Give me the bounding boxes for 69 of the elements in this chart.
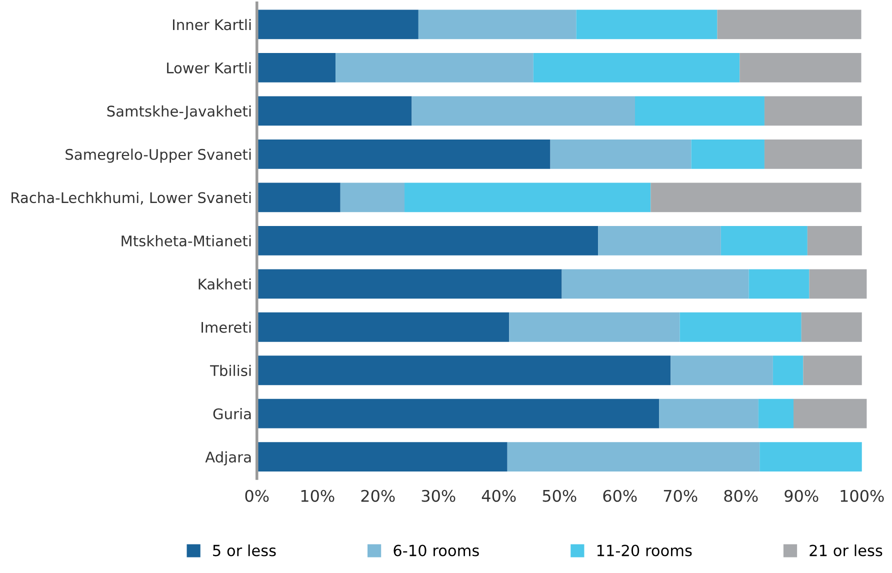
y-tick-label: Mtskheta-Mtianeti <box>122 235 251 246</box>
bar <box>533 53 740 82</box>
bar <box>256 398 660 428</box>
x-tick-label: 0% <box>245 490 269 502</box>
bar <box>256 10 418 40</box>
bar <box>340 182 405 212</box>
y-tick-label: Samegrelo-Upper Svaneti <box>66 148 251 163</box>
bar <box>256 182 340 212</box>
bar <box>635 96 764 126</box>
x-tick-label: 80% <box>724 490 758 502</box>
x-tick-label: 100% <box>840 490 884 502</box>
bar <box>803 356 862 386</box>
bar <box>650 182 862 212</box>
x-tick-label: 90% <box>784 490 818 502</box>
legend-label: 11-20 rooms <box>597 544 692 556</box>
bar <box>720 226 808 256</box>
bar <box>772 356 804 386</box>
bar <box>562 269 749 299</box>
legend-label: 5 or less <box>213 544 276 556</box>
bar <box>412 96 635 126</box>
y-tick-label: Adjara <box>205 451 251 466</box>
bar <box>740 53 862 82</box>
y-tick-label: Lower Kartli <box>167 62 251 74</box>
bar <box>758 398 794 428</box>
y-tick-label: Inner Kartli <box>173 18 251 30</box>
x-tick-label: 30% <box>422 490 456 502</box>
bar <box>256 53 336 82</box>
bar <box>507 442 760 472</box>
bar <box>576 10 718 40</box>
bar <box>794 398 867 428</box>
bar <box>659 398 758 428</box>
bar <box>256 356 671 386</box>
bar <box>807 226 862 256</box>
y-tick-label: Kakheti <box>198 278 251 290</box>
legend-label: 6-10 rooms <box>394 544 479 556</box>
bar <box>404 182 651 212</box>
bar <box>670 356 773 386</box>
bar <box>809 269 867 299</box>
bar <box>256 226 598 256</box>
bar <box>509 312 680 342</box>
bar <box>680 312 802 342</box>
bar <box>256 96 412 126</box>
bar <box>256 139 550 169</box>
x-tick-label: 60% <box>603 490 637 502</box>
y-tick-label: Tbilisi <box>210 364 251 376</box>
x-tick-label: 10% <box>301 490 334 502</box>
y-tick-label: Guria <box>213 408 251 420</box>
bar <box>748 269 810 299</box>
bar <box>256 269 562 299</box>
x-tick-label: 70% <box>664 490 698 502</box>
x-tick-label: 40% <box>482 490 516 502</box>
bar <box>256 442 508 472</box>
y-tick-label: Imereti <box>202 322 251 333</box>
bar <box>717 10 862 40</box>
bar <box>418 10 576 40</box>
bar <box>764 96 862 126</box>
bar <box>336 53 534 82</box>
bar <box>598 226 721 256</box>
x-tick-label: 20% <box>361 490 395 502</box>
bar <box>801 312 862 342</box>
x-tick-label: 50% <box>542 490 576 502</box>
legend-label: 21 or less <box>810 544 882 556</box>
bar <box>550 139 692 169</box>
bar <box>764 139 862 169</box>
bar <box>691 139 764 169</box>
y-tick-label: Samtskhe-Javakheti <box>107 105 251 120</box>
bar <box>256 312 510 342</box>
y-tick-label: Racha-Lechkhumi, Lower Svaneti <box>12 192 251 205</box>
bar <box>760 442 862 472</box>
